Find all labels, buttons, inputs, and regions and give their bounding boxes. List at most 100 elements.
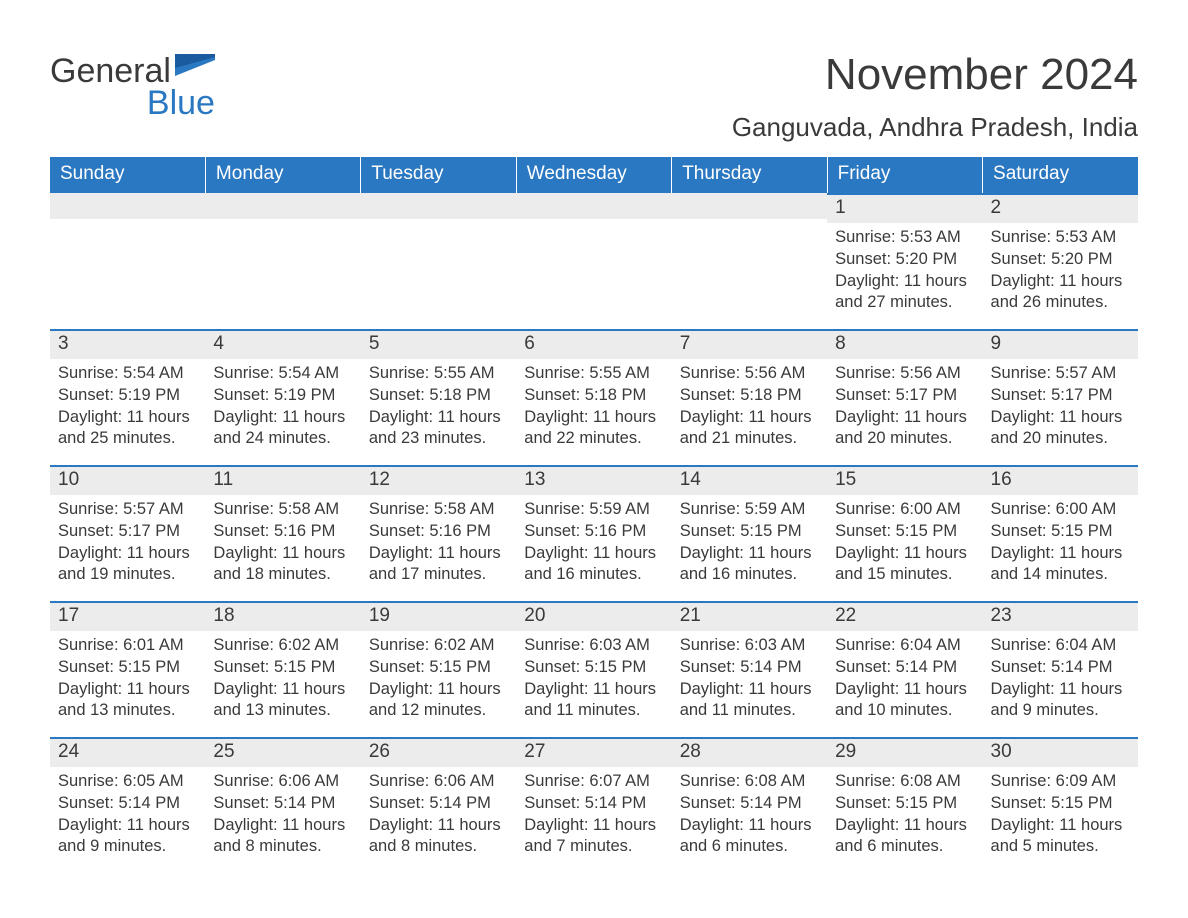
calendar-cell: 29Sunrise: 6:08 AMSunset: 5:15 PMDayligh… bbox=[827, 737, 982, 873]
day-cell: 19Sunrise: 6:02 AMSunset: 5:15 PMDayligh… bbox=[361, 601, 516, 737]
day-cell: 9Sunrise: 5:57 AMSunset: 5:17 PMDaylight… bbox=[983, 329, 1138, 465]
sunset-text: Sunset: 5:15 PM bbox=[524, 657, 663, 679]
calendar-cell bbox=[50, 193, 205, 329]
sunset-text: Sunset: 5:16 PM bbox=[213, 521, 352, 543]
day-number: 5 bbox=[361, 329, 516, 359]
sunrise-text: Sunrise: 5:55 AM bbox=[369, 363, 508, 385]
calendar-cell: 6Sunrise: 5:55 AMSunset: 5:18 PMDaylight… bbox=[516, 329, 671, 465]
brand-text: General Blue bbox=[50, 50, 215, 120]
sunset-text: Sunset: 5:16 PM bbox=[369, 521, 508, 543]
calendar-cell: 2Sunrise: 5:53 AMSunset: 5:20 PMDaylight… bbox=[983, 193, 1138, 329]
calendar-cell: 13Sunrise: 5:59 AMSunset: 5:16 PMDayligh… bbox=[516, 465, 671, 601]
day-body: Sunrise: 5:54 AMSunset: 5:19 PMDaylight:… bbox=[50, 359, 205, 454]
calendar-week-row: 1Sunrise: 5:53 AMSunset: 5:20 PMDaylight… bbox=[50, 193, 1138, 329]
day-body: Sunrise: 6:00 AMSunset: 5:15 PMDaylight:… bbox=[827, 495, 982, 590]
weekday-row: SundayMondayTuesdayWednesdayThursdayFrid… bbox=[50, 157, 1138, 193]
weekday-header: Thursday bbox=[672, 157, 827, 193]
day-cell: 25Sunrise: 6:06 AMSunset: 5:14 PMDayligh… bbox=[205, 737, 360, 873]
calendar-table: SundayMondayTuesdayWednesdayThursdayFrid… bbox=[50, 157, 1138, 873]
daylight-text: Daylight: 11 hours and 20 minutes. bbox=[835, 407, 974, 451]
sunrise-text: Sunrise: 5:55 AM bbox=[524, 363, 663, 385]
day-body: Sunrise: 5:55 AMSunset: 5:18 PMDaylight:… bbox=[361, 359, 516, 454]
day-body: Sunrise: 6:00 AMSunset: 5:15 PMDaylight:… bbox=[983, 495, 1138, 590]
sunset-text: Sunset: 5:14 PM bbox=[58, 793, 197, 815]
page: General Blue November 2024 Ganguvada, An… bbox=[0, 0, 1188, 913]
calendar-cell: 28Sunrise: 6:08 AMSunset: 5:14 PMDayligh… bbox=[672, 737, 827, 873]
weekday-header: Monday bbox=[205, 157, 360, 193]
calendar-week-row: 10Sunrise: 5:57 AMSunset: 5:17 PMDayligh… bbox=[50, 465, 1138, 601]
sunset-text: Sunset: 5:14 PM bbox=[680, 793, 819, 815]
day-cell: 26Sunrise: 6:06 AMSunset: 5:14 PMDayligh… bbox=[361, 737, 516, 873]
day-cell: 10Sunrise: 5:57 AMSunset: 5:17 PMDayligh… bbox=[50, 465, 205, 601]
sunset-text: Sunset: 5:15 PM bbox=[991, 793, 1130, 815]
calendar-cell bbox=[516, 193, 671, 329]
calendar-cell: 20Sunrise: 6:03 AMSunset: 5:15 PMDayligh… bbox=[516, 601, 671, 737]
calendar-cell: 27Sunrise: 6:07 AMSunset: 5:14 PMDayligh… bbox=[516, 737, 671, 873]
sunset-text: Sunset: 5:18 PM bbox=[369, 385, 508, 407]
calendar-week-row: 3Sunrise: 5:54 AMSunset: 5:19 PMDaylight… bbox=[50, 329, 1138, 465]
day-body: Sunrise: 5:53 AMSunset: 5:20 PMDaylight:… bbox=[983, 223, 1138, 318]
calendar-cell: 17Sunrise: 6:01 AMSunset: 5:15 PMDayligh… bbox=[50, 601, 205, 737]
sunset-text: Sunset: 5:20 PM bbox=[835, 249, 974, 271]
day-cell: 22Sunrise: 6:04 AMSunset: 5:14 PMDayligh… bbox=[827, 601, 982, 737]
day-cell: 12Sunrise: 5:58 AMSunset: 5:16 PMDayligh… bbox=[361, 465, 516, 601]
sunrise-text: Sunrise: 6:09 AM bbox=[991, 771, 1130, 793]
daylight-text: Daylight: 11 hours and 5 minutes. bbox=[991, 815, 1130, 859]
day-number: 24 bbox=[50, 737, 205, 767]
day-body: Sunrise: 5:57 AMSunset: 5:17 PMDaylight:… bbox=[50, 495, 205, 590]
calendar-cell: 4Sunrise: 5:54 AMSunset: 5:19 PMDaylight… bbox=[205, 329, 360, 465]
daylight-text: Daylight: 11 hours and 21 minutes. bbox=[680, 407, 819, 451]
sunrise-text: Sunrise: 5:59 AM bbox=[524, 499, 663, 521]
day-cell: 17Sunrise: 6:01 AMSunset: 5:15 PMDayligh… bbox=[50, 601, 205, 737]
sunrise-text: Sunrise: 5:53 AM bbox=[991, 227, 1130, 249]
sunset-text: Sunset: 5:16 PM bbox=[524, 521, 663, 543]
calendar-cell: 14Sunrise: 5:59 AMSunset: 5:15 PMDayligh… bbox=[672, 465, 827, 601]
calendar-cell: 8Sunrise: 5:56 AMSunset: 5:17 PMDaylight… bbox=[827, 329, 982, 465]
sunrise-text: Sunrise: 6:06 AM bbox=[213, 771, 352, 793]
day-cell: 6Sunrise: 5:55 AMSunset: 5:18 PMDaylight… bbox=[516, 329, 671, 465]
daylight-text: Daylight: 11 hours and 6 minutes. bbox=[835, 815, 974, 859]
day-cell: 16Sunrise: 6:00 AMSunset: 5:15 PMDayligh… bbox=[983, 465, 1138, 601]
day-number: 11 bbox=[205, 465, 360, 495]
day-body: Sunrise: 5:54 AMSunset: 5:19 PMDaylight:… bbox=[205, 359, 360, 454]
day-number: 21 bbox=[672, 601, 827, 631]
daylight-text: Daylight: 11 hours and 9 minutes. bbox=[991, 679, 1130, 723]
sunrise-text: Sunrise: 5:57 AM bbox=[991, 363, 1130, 385]
sunrise-text: Sunrise: 5:57 AM bbox=[58, 499, 197, 521]
daylight-text: Daylight: 11 hours and 13 minutes. bbox=[58, 679, 197, 723]
daylight-text: Daylight: 11 hours and 26 minutes. bbox=[991, 271, 1130, 315]
day-body: Sunrise: 5:58 AMSunset: 5:16 PMDaylight:… bbox=[361, 495, 516, 590]
sunrise-text: Sunrise: 6:08 AM bbox=[835, 771, 974, 793]
calendar-cell: 10Sunrise: 5:57 AMSunset: 5:17 PMDayligh… bbox=[50, 465, 205, 601]
sunset-text: Sunset: 5:18 PM bbox=[524, 385, 663, 407]
sunset-text: Sunset: 5:15 PM bbox=[835, 793, 974, 815]
sunset-text: Sunset: 5:14 PM bbox=[369, 793, 508, 815]
calendar-cell: 12Sunrise: 5:58 AMSunset: 5:16 PMDayligh… bbox=[361, 465, 516, 601]
day-number: 30 bbox=[983, 737, 1138, 767]
day-number: 2 bbox=[983, 193, 1138, 223]
day-cell: 2Sunrise: 5:53 AMSunset: 5:20 PMDaylight… bbox=[983, 193, 1138, 329]
sunrise-text: Sunrise: 6:04 AM bbox=[835, 635, 974, 657]
sunrise-text: Sunrise: 6:00 AM bbox=[991, 499, 1130, 521]
sunrise-text: Sunrise: 5:54 AM bbox=[58, 363, 197, 385]
daylight-text: Daylight: 11 hours and 18 minutes. bbox=[213, 543, 352, 587]
empty-day-bar bbox=[672, 193, 827, 219]
day-body: Sunrise: 5:55 AMSunset: 5:18 PMDaylight:… bbox=[516, 359, 671, 454]
sunset-text: Sunset: 5:15 PM bbox=[213, 657, 352, 679]
calendar-cell: 3Sunrise: 5:54 AMSunset: 5:19 PMDaylight… bbox=[50, 329, 205, 465]
day-cell: 8Sunrise: 5:56 AMSunset: 5:17 PMDaylight… bbox=[827, 329, 982, 465]
calendar-cell: 21Sunrise: 6:03 AMSunset: 5:14 PMDayligh… bbox=[672, 601, 827, 737]
calendar-cell: 22Sunrise: 6:04 AMSunset: 5:14 PMDayligh… bbox=[827, 601, 982, 737]
daylight-text: Daylight: 11 hours and 24 minutes. bbox=[213, 407, 352, 451]
sunset-text: Sunset: 5:15 PM bbox=[58, 657, 197, 679]
weekday-header: Sunday bbox=[50, 157, 205, 193]
sunset-text: Sunset: 5:20 PM bbox=[991, 249, 1130, 271]
sunset-text: Sunset: 5:19 PM bbox=[58, 385, 197, 407]
daylight-text: Daylight: 11 hours and 10 minutes. bbox=[835, 679, 974, 723]
day-body: Sunrise: 6:09 AMSunset: 5:15 PMDaylight:… bbox=[983, 767, 1138, 862]
daylight-text: Daylight: 11 hours and 12 minutes. bbox=[369, 679, 508, 723]
day-number: 25 bbox=[205, 737, 360, 767]
sunset-text: Sunset: 5:14 PM bbox=[991, 657, 1130, 679]
sunset-text: Sunset: 5:14 PM bbox=[213, 793, 352, 815]
day-cell: 11Sunrise: 5:58 AMSunset: 5:16 PMDayligh… bbox=[205, 465, 360, 601]
